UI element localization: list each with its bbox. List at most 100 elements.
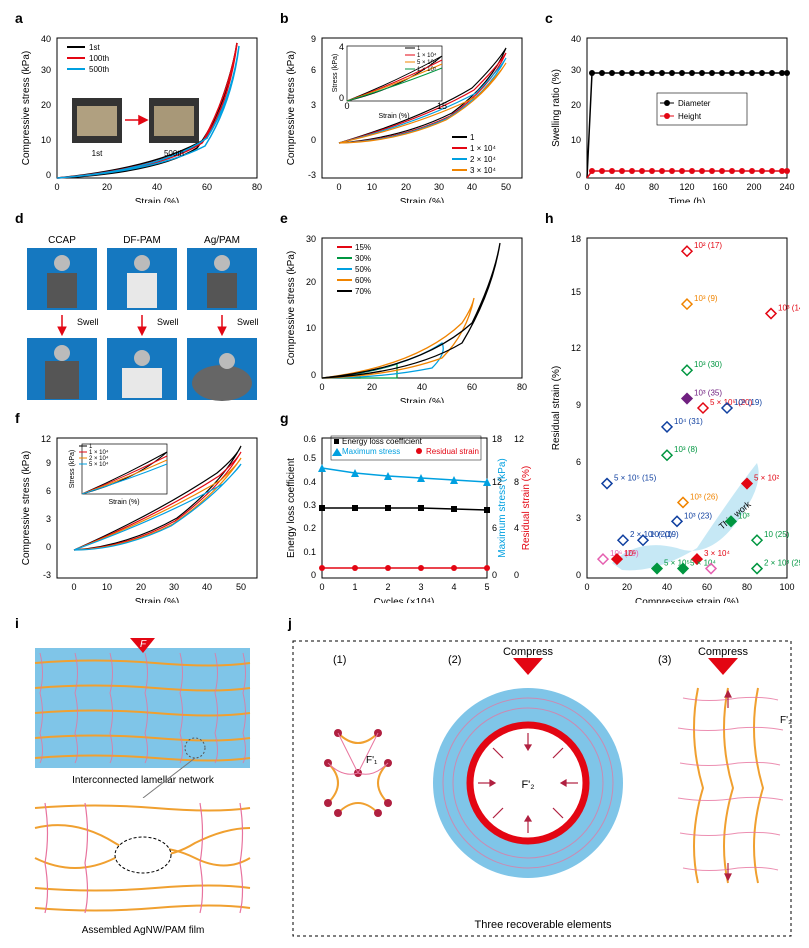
svg-text:200: 200 [746, 182, 761, 192]
svg-text:40: 40 [615, 182, 625, 192]
svg-text:4: 4 [339, 42, 344, 52]
svg-text:1 × 10⁴: 1 × 10⁴ [417, 52, 437, 59]
svg-text:Cycles (×10⁴): Cycles (×10⁴) [374, 597, 435, 603]
svg-text:0: 0 [71, 582, 76, 592]
svg-text:(2): (2) [448, 654, 461, 666]
svg-text:0: 0 [576, 170, 581, 180]
svg-text:Stress (kPa): Stress (kPa) [69, 450, 76, 489]
panel-b: b -30369 01020304050 04015 Strain (%) St… [280, 10, 535, 195]
svg-text:0: 0 [584, 182, 589, 192]
svg-text:Residual strain (%): Residual strain (%) [551, 366, 562, 450]
panel-j: j (1) F'₁ (2) Compress [288, 615, 798, 935]
label-f: f [15, 410, 20, 426]
svg-text:15%: 15% [355, 243, 371, 252]
svg-text:80: 80 [649, 182, 659, 192]
svg-text:1 × 10⁵: 1 × 10⁵ [417, 66, 437, 73]
svg-text:3 × 10⁴: 3 × 10⁴ [470, 166, 496, 175]
svg-text:3: 3 [46, 514, 51, 524]
svg-text:F: F [140, 639, 147, 650]
svg-text:80: 80 [742, 582, 752, 592]
svg-text:0: 0 [339, 93, 344, 103]
svg-text:0: 0 [319, 582, 324, 592]
svg-text:80: 80 [252, 182, 262, 192]
svg-text:Compressive stress (kPa): Compressive stress (kPa) [21, 451, 32, 565]
svg-text:500th: 500th [164, 149, 184, 158]
svg-text:1 × 10⁴: 1 × 10⁴ [89, 449, 109, 456]
svg-text:50: 50 [501, 182, 511, 192]
label-j: j [288, 615, 292, 631]
panel-d: d CCAP DF-PAM Ag/PAM Swell Swell Swell [15, 210, 270, 395]
svg-text:Diameter: Diameter [678, 99, 711, 108]
svg-text:6: 6 [576, 457, 581, 467]
svg-text:9: 9 [311, 34, 316, 44]
svg-text:3: 3 [418, 582, 423, 592]
svg-text:(3): (3) [658, 654, 671, 666]
svg-text:Height: Height [678, 112, 702, 121]
svg-text:30: 30 [571, 65, 581, 75]
svg-text:Compress: Compress [503, 646, 554, 658]
svg-text:Assembled AgNW/PAM film: Assembled AgNW/PAM film [82, 925, 205, 936]
panel-c: c 010203040 04080120160200240 Diameter H… [545, 10, 800, 195]
svg-text:Interconnected lamellar networ: Interconnected lamellar network [72, 775, 215, 786]
svg-text:Swell: Swell [237, 317, 259, 327]
chart-c: 010203040 04080120160200240 Diameter Hei… [545, 28, 800, 203]
svg-text:5 × 10⁵ (15): 5 × 10⁵ (15) [614, 474, 657, 483]
svg-text:F'₁: F'₁ [366, 755, 378, 766]
panel-e: e 0102030 020406080 15% 30% 50% 60% 70% … [280, 210, 535, 395]
svg-text:4: 4 [514, 523, 519, 533]
svg-text:10³: 10³ [738, 511, 750, 520]
svg-text:DF-PAM: DF-PAM [123, 235, 161, 246]
svg-text:80: 80 [517, 382, 527, 392]
svg-text:10: 10 [367, 182, 377, 192]
svg-text:Strain (%): Strain (%) [135, 597, 179, 603]
svg-text:F'₃: F'₃ [780, 715, 792, 726]
svg-text:40: 40 [417, 382, 427, 392]
chart-g: 00.10.20.30.40.50.6 061218 04812 012345 … [280, 428, 535, 603]
svg-text:0: 0 [311, 570, 316, 580]
svg-text:0: 0 [54, 182, 59, 192]
svg-text:20: 20 [136, 582, 146, 592]
svg-text:Compressive stress (kPa): Compressive stress (kPa) [21, 51, 32, 165]
svg-text:10³ (14): 10³ (14) [778, 304, 800, 313]
svg-text:10³ (35): 10³ (35) [694, 389, 722, 398]
panel-i: i F Interconnected lamellar network [15, 615, 270, 935]
panel-a: a 010203040 020406080 1st 100th 500th 1s… [15, 10, 270, 195]
svg-text:1st: 1st [92, 149, 103, 158]
svg-text:10³ (30): 10³ (30) [694, 360, 722, 369]
svg-text:60%: 60% [355, 276, 371, 285]
svg-text:2 × 10⁴: 2 × 10⁴ [89, 455, 109, 462]
svg-text:2: 2 [385, 582, 390, 592]
svg-text:10: 10 [306, 323, 316, 333]
svg-text:Compress: Compress [698, 646, 749, 658]
label-d: d [15, 210, 24, 226]
svg-text:Energy loss coefficient: Energy loss coefficient [286, 458, 297, 558]
svg-text:30: 30 [306, 234, 316, 244]
svg-text:10⁴ (31): 10⁴ (31) [674, 417, 703, 426]
svg-text:9: 9 [576, 400, 581, 410]
chart-f: -3036912 01020304050 Strain (%) Stress (… [15, 428, 270, 603]
svg-text:0.4: 0.4 [303, 477, 316, 487]
svg-text:9: 9 [46, 458, 51, 468]
svg-text:F'₂: F'₂ [521, 779, 534, 791]
svg-text:8: 8 [514, 477, 519, 487]
svg-text:100th: 100th [89, 54, 109, 63]
svg-text:160: 160 [712, 182, 727, 192]
svg-text:60: 60 [702, 582, 712, 592]
svg-text:50: 50 [236, 582, 246, 592]
chart-b: -30369 01020304050 04015 Strain (%) Stre… [280, 28, 535, 203]
svg-text:5: 5 [484, 582, 489, 592]
label-e: e [280, 210, 288, 226]
svg-text:Compressive stress (kPa): Compressive stress (kPa) [286, 51, 297, 165]
svg-text:Strain (%): Strain (%) [378, 113, 409, 120]
svg-text:0: 0 [584, 582, 589, 592]
svg-text:2 × 10³ (29): 2 × 10³ (29) [764, 559, 800, 568]
svg-text:0.6: 0.6 [303, 434, 316, 444]
svg-text:5 × 10⁴: 5 × 10⁴ [690, 559, 716, 568]
svg-text:Swelling ratio (%): Swelling ratio (%) [551, 69, 562, 147]
svg-text:0.2: 0.2 [303, 523, 316, 533]
svg-text:3 × 10⁴: 3 × 10⁴ [704, 549, 730, 558]
svg-text:Three recoverable elements: Three recoverable elements [475, 919, 612, 931]
svg-text:20: 20 [41, 100, 51, 110]
svg-text:5 × 10⁴: 5 × 10⁴ [89, 461, 109, 468]
label-b: b [280, 10, 289, 26]
